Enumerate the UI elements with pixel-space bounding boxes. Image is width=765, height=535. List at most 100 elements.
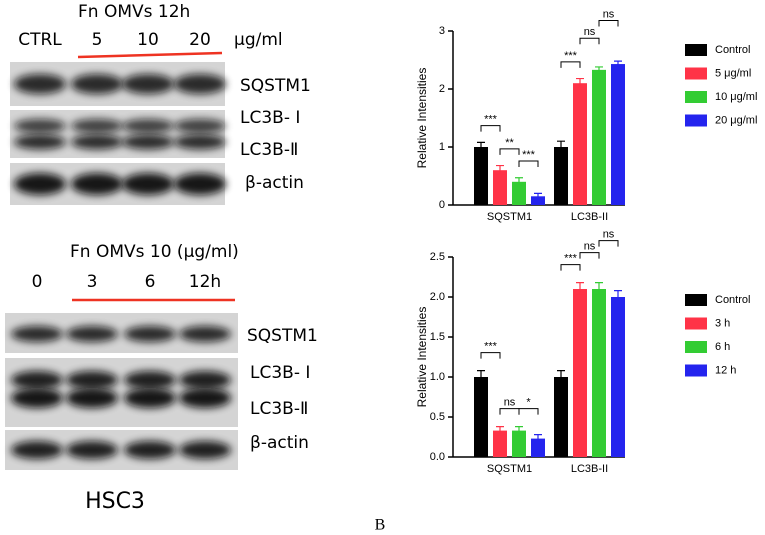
- blot-band: [179, 441, 231, 459]
- legend-label: 5 μg/ml: [715, 67, 751, 79]
- blot-band: [14, 173, 66, 195]
- legend-label: 6 h: [715, 341, 730, 353]
- blot-band: [11, 441, 63, 459]
- lane-label: 10: [137, 30, 159, 50]
- blot-band: [124, 371, 176, 389]
- legend-swatch: [685, 67, 707, 80]
- bar: [611, 297, 625, 457]
- bar: [493, 170, 507, 205]
- legend-swatch: [685, 44, 707, 56]
- lane-label: 3: [87, 272, 98, 292]
- significance-bracket: [598, 19, 619, 27]
- bar: [474, 377, 488, 457]
- significance-label: **: [505, 137, 514, 149]
- bar: [573, 83, 587, 205]
- x-tick-label: SQSTM1: [487, 463, 532, 475]
- lane-label: 0: [32, 272, 43, 292]
- y-tick-label: 0.0: [430, 451, 445, 463]
- significance-bracket: [598, 240, 619, 247]
- significance-label: *: [526, 397, 531, 409]
- lane-label: CTRL: [18, 30, 62, 50]
- bar: [611, 64, 625, 205]
- bar: [512, 181, 526, 205]
- significance-label: ns: [584, 241, 596, 253]
- y-tick-label: 2.5: [430, 251, 445, 263]
- significance-label: ns: [584, 26, 596, 38]
- x-tick-label: LC3B-II: [571, 463, 608, 475]
- lane-label: 12h: [189, 272, 221, 292]
- blot-band: [66, 441, 118, 459]
- error-bar: [477, 141, 485, 153]
- significance-bracket: [560, 61, 581, 68]
- significance-label: ***: [484, 114, 498, 126]
- band-label: LC3B- Ⅰ: [250, 363, 310, 383]
- blot-band: [122, 74, 174, 94]
- y-tick-label: 1: [439, 141, 445, 153]
- blot-band: [179, 326, 231, 342]
- blot-band: [66, 371, 118, 389]
- error-bar: [576, 77, 584, 89]
- blot-band: [174, 119, 226, 133]
- y-tick-label: 2.0: [430, 291, 445, 303]
- error-bar: [595, 282, 603, 296]
- legend-label: 3 h: [715, 317, 730, 329]
- blot-band: [71, 134, 123, 150]
- legend-swatch: [685, 341, 707, 353]
- bar: [474, 147, 488, 205]
- significance-bracket: [518, 408, 539, 415]
- error-bar: [595, 66, 603, 74]
- unit-label: μg/ml: [234, 30, 283, 50]
- significance-bracket: [579, 37, 600, 45]
- band-label: β-actin: [245, 173, 304, 193]
- blot-band: [11, 326, 63, 342]
- band-label: LC3B-Ⅱ: [250, 399, 308, 419]
- error-bar: [614, 60, 622, 68]
- y-axis-label: Relative Intensities: [415, 68, 429, 169]
- blot-band: [11, 371, 63, 389]
- y-tick-label: 3: [439, 25, 445, 37]
- significance-label: ns: [603, 8, 615, 20]
- significance-bracket: [499, 148, 520, 155]
- blot-strip: [10, 110, 225, 158]
- legend-label: Control: [715, 44, 750, 56]
- lane-label: 20: [189, 30, 211, 50]
- significance-label: ***: [564, 253, 578, 265]
- significance-label: ***: [484, 341, 498, 353]
- bar: [512, 430, 526, 457]
- error-bar: [534, 434, 542, 444]
- legend-swatch: [685, 114, 707, 127]
- significance-label: ***: [522, 149, 536, 161]
- legend-swatch: [685, 317, 707, 330]
- blot-band: [66, 326, 118, 342]
- cell-line: HSC3: [85, 489, 145, 514]
- error-bar: [576, 282, 584, 296]
- blot-band: [122, 134, 174, 150]
- band-label: SQSTM1: [240, 76, 311, 96]
- error-bar: [534, 192, 542, 200]
- treatment-label: Fn OMVs 10 (μg/ml): [70, 242, 239, 262]
- band-label: β-actin: [250, 433, 309, 453]
- x-tick-label: LC3B-II: [571, 211, 608, 223]
- bar: [531, 196, 545, 205]
- error-bar: [614, 290, 622, 304]
- blot-band: [71, 74, 123, 94]
- error-bar: [477, 370, 485, 384]
- legend-label: 10 μg/ml: [715, 91, 757, 103]
- y-tick-label: 1.5: [430, 331, 445, 343]
- error-bar: [557, 370, 565, 384]
- error-bar: [515, 426, 523, 436]
- significance-label: ns: [504, 397, 516, 409]
- blot-band: [14, 119, 66, 133]
- significance-label: ***: [564, 50, 578, 62]
- bar: [573, 289, 587, 457]
- band-label: SQSTM1: [247, 326, 318, 346]
- significance-bracket: [579, 252, 600, 259]
- significance-bracket: [480, 125, 501, 132]
- blot-band: [14, 74, 66, 94]
- blot-band: [174, 173, 226, 195]
- bar: [592, 289, 606, 457]
- y-tick-label: 0: [439, 199, 445, 211]
- bar: [592, 69, 606, 205]
- y-tick-label: 0.5: [430, 411, 445, 423]
